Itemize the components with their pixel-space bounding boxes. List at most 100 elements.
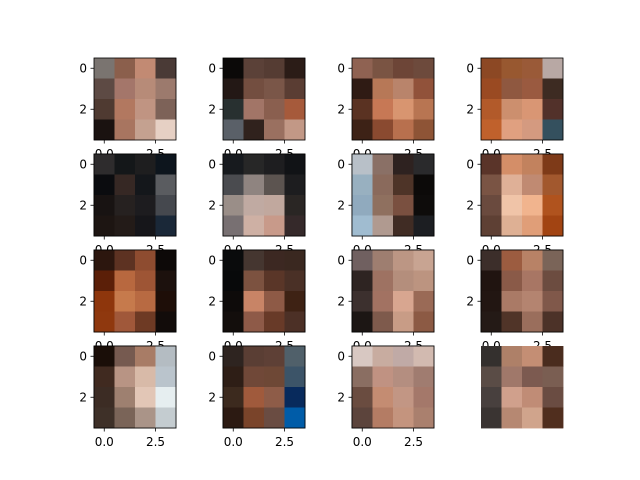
heatmap-cell bbox=[243, 174, 265, 196]
heatmap-cell bbox=[393, 407, 414, 429]
heatmap-cell bbox=[94, 407, 115, 429]
heatmap-cell bbox=[372, 58, 394, 79]
axes-frame bbox=[93, 57, 177, 141]
heatmap-cell bbox=[501, 99, 523, 120]
heatmap-cell bbox=[94, 366, 115, 388]
heatmap-cell bbox=[481, 311, 502, 333]
heatmap-cell bbox=[94, 78, 115, 100]
heatmap-cell bbox=[352, 250, 373, 271]
subplot-12-overlay bbox=[480, 249, 564, 333]
heatmap-cell bbox=[264, 311, 285, 333]
heatmap-cell bbox=[522, 407, 543, 429]
heatmap-cell bbox=[522, 195, 543, 216]
heatmap-cell bbox=[264, 270, 285, 292]
heatmap-cell bbox=[501, 215, 523, 237]
heatmap-cell bbox=[284, 119, 306, 141]
heatmap-cell bbox=[114, 58, 136, 79]
heatmap-cell bbox=[155, 215, 177, 237]
heatmap-cell bbox=[243, 195, 265, 216]
heatmap-cell bbox=[264, 407, 285, 429]
heatmap-cell bbox=[155, 387, 177, 408]
heatmap-cell bbox=[284, 366, 306, 388]
y-tick-label: 2 bbox=[79, 294, 87, 308]
y-tick-label: 0 bbox=[208, 253, 216, 267]
heatmap-cell bbox=[223, 366, 244, 388]
heatmap-cell bbox=[481, 366, 502, 388]
heatmap-cell bbox=[155, 366, 177, 388]
heatmap-cell bbox=[393, 154, 414, 175]
heatmap-cell bbox=[542, 195, 564, 216]
heatmap-cell bbox=[393, 291, 414, 312]
y-tick-label: 2 bbox=[208, 102, 216, 116]
heatmap-cell bbox=[114, 215, 136, 237]
heatmap-cell bbox=[393, 58, 414, 79]
heatmap-cell bbox=[501, 119, 523, 141]
y-tick-label: 0 bbox=[337, 157, 345, 171]
heatmap-cell bbox=[114, 154, 136, 175]
heatmap-cell bbox=[94, 154, 115, 175]
heatmap-cell bbox=[413, 387, 435, 408]
heatmap-cell bbox=[94, 58, 115, 79]
heatmap-cell bbox=[352, 174, 373, 196]
heatmap-cell bbox=[413, 195, 435, 216]
subplot-4: 020.02.5 bbox=[466, 57, 564, 161]
heatmap-cell bbox=[413, 154, 435, 175]
y-tick-label: 0 bbox=[208, 157, 216, 171]
heatmap-cell bbox=[413, 366, 435, 388]
heatmap-cell bbox=[94, 270, 115, 292]
heatmap-cell bbox=[413, 119, 435, 141]
heatmap-cell bbox=[501, 270, 523, 292]
heatmap-cell bbox=[501, 250, 523, 271]
heatmap-cell bbox=[372, 78, 394, 100]
heatmap-cell bbox=[481, 119, 502, 141]
heatmap-cell bbox=[135, 58, 156, 79]
heatmap-cell bbox=[481, 58, 502, 79]
heatmap-cell bbox=[522, 174, 543, 196]
heatmap-cell bbox=[481, 195, 502, 216]
heatmap-cell bbox=[352, 215, 373, 237]
heatmap-cell bbox=[352, 119, 373, 141]
heatmap-cell bbox=[522, 346, 543, 367]
heatmap-cell bbox=[114, 119, 136, 141]
heatmap-cell bbox=[264, 58, 285, 79]
heatmap-cell bbox=[114, 174, 136, 196]
heatmap-cell bbox=[542, 119, 564, 141]
heatmap-cell bbox=[372, 195, 394, 216]
heatmap-cell bbox=[284, 346, 306, 367]
x-tick-label: 2.5 bbox=[404, 435, 423, 449]
heatmap-cell bbox=[413, 346, 435, 367]
heatmap-cell bbox=[155, 270, 177, 292]
heatmap-cell bbox=[522, 99, 543, 120]
heatmap-cell bbox=[284, 250, 306, 271]
y-tick-label: 2 bbox=[79, 390, 87, 404]
axes-frame bbox=[93, 249, 177, 333]
heatmap-cell bbox=[114, 311, 136, 333]
heatmap-cell bbox=[264, 387, 285, 408]
heatmap-cell bbox=[352, 291, 373, 312]
y-tick-label: 2 bbox=[337, 102, 345, 116]
heatmap-cell bbox=[542, 250, 564, 271]
axes-frame bbox=[480, 57, 564, 141]
y-tick-label: 2 bbox=[208, 198, 216, 212]
heatmap-cell bbox=[501, 366, 523, 388]
axes-frame bbox=[222, 57, 306, 141]
heatmap-cell bbox=[155, 78, 177, 100]
heatmap-cell bbox=[352, 387, 373, 408]
heatmap-cell bbox=[264, 250, 285, 271]
heatmap-cell bbox=[284, 174, 306, 196]
heatmap-cell bbox=[155, 58, 177, 79]
heatmap-cell bbox=[372, 346, 394, 367]
heatmap-cell bbox=[522, 366, 543, 388]
heatmap-cell bbox=[114, 366, 136, 388]
subplot-15-overlay bbox=[351, 345, 435, 429]
heatmap-cell bbox=[284, 215, 306, 237]
axes-frame bbox=[351, 153, 435, 237]
heatmap-cell bbox=[135, 250, 156, 271]
heatmap-cell bbox=[223, 58, 244, 79]
y-tick-label: 0 bbox=[208, 349, 216, 363]
x-tick-label: 2.5 bbox=[146, 435, 165, 449]
y-tick-label: 0 bbox=[79, 349, 87, 363]
heatmap-cell bbox=[243, 291, 265, 312]
subplot-7-overlay bbox=[351, 153, 435, 237]
